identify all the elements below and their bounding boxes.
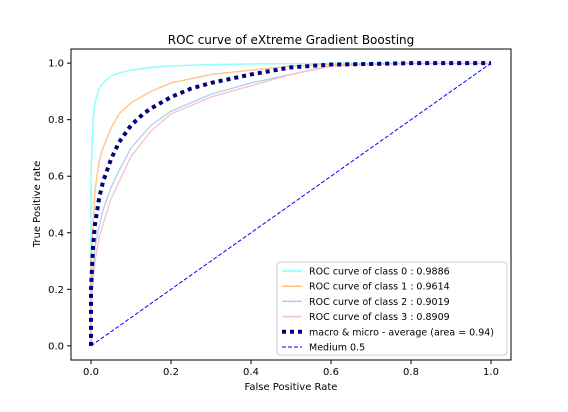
series-layer [89,61,492,347]
x-tick-label-2: 0.4 [243,367,259,378]
x-tick-label-3: 0.6 [323,367,339,378]
series-line-5 [90,62,492,347]
y-axis-label: True Positive rate [32,161,43,248]
plot-frame [70,48,512,361]
y-tick-label-4: 0.8 [48,115,64,126]
legend-items: ROC curve of class 0 : 0.9886 ROC curve o… [282,267,494,354]
x-axis-label: False Positive Rate [245,382,338,393]
legend: ROC curve of class 0 : 0.9886 ROC curve o… [276,261,508,356]
series-line-3 [90,62,491,346]
x-tick-label-1: 0.2 [163,367,179,378]
legend-box [276,261,508,356]
legend-label-3: ROC curve of class 3 : 0.8909 [309,312,450,323]
series-line-1 [90,62,491,346]
y-tick-label-2: 0.4 [48,228,64,239]
x-tick-label-5: 1.0 [483,367,499,378]
y-axis-ticks: 0.0 0.2 0.4 0.6 0.8 1.0 [48,59,71,352]
y-tick-label-3: 0.6 [48,172,64,183]
y-tick-label-5: 1.0 [48,59,64,70]
plot-area [70,48,512,361]
y-tick-label-0: 0.0 [48,341,64,352]
chart-title: ROC curve of eXtreme Gradient Boosting [168,33,415,47]
series-line-0 [90,62,491,346]
legend-label-0: ROC curve of class 0 : 0.9886 [309,267,450,278]
legend-label-2: ROC curve of class 2 : 0.9019 [309,297,450,308]
legend-label-5: Medium 0.5 [309,343,365,354]
series-line-4 [89,61,491,346]
legend-label-4: macro & micro - average (area = 0.94) [309,327,494,338]
x-axis-ticks: 0.0 0.2 0.4 0.6 0.8 1.0 [83,360,499,378]
x-tick-label-0: 0.0 [83,367,99,378]
x-tick-label-4: 0.8 [403,367,419,378]
legend-label-1: ROC curve of class 1 : 0.9614 [309,282,450,293]
y-tick-label-1: 0.2 [48,285,64,296]
